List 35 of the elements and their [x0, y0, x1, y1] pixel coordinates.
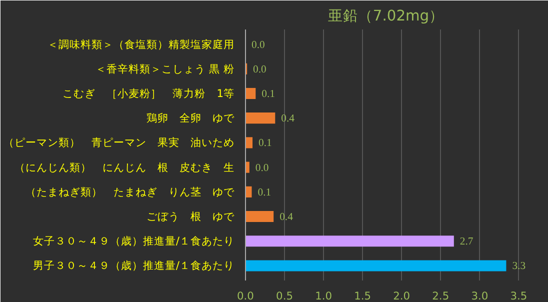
x-tick-label: 1.5 [354, 290, 372, 302]
x-tick-label: 2.5 [432, 290, 450, 302]
y-tick-label: 男子３０～４９（歳）推進量/１食あたり [32, 259, 235, 272]
x-tick-label: 3.0 [471, 290, 488, 302]
y-tick-label: （ピーマン類） 青ピーマン 果実 油いため [4, 136, 234, 150]
x-tick-label: 2.0 [393, 290, 410, 302]
x-tick-label: 0.5 [276, 290, 294, 302]
bar [246, 210, 274, 222]
data-label: 2.7 [460, 236, 474, 248]
data-label: 0.0 [255, 162, 269, 174]
y-tick-label: ＜調味料類＞（食塩類）精製塩家庭用 [48, 38, 234, 51]
data-label: 0.1 [258, 187, 272, 198]
y-tick-label: （たまねぎ類） たまねぎ りん茎 ゆで [26, 185, 236, 198]
bar [246, 137, 253, 148]
bar [246, 112, 276, 124]
y-tick-label: ごぼう 根 ゆで [146, 210, 236, 224]
bar [246, 236, 454, 247]
data-label: 0.4 [281, 114, 296, 125]
data-label: 3.3 [512, 261, 526, 272]
x-tick-label: 3.5 [510, 290, 528, 302]
y-tick-label: 女子３０～４９（歳）推進量/１食あたり [32, 234, 235, 248]
y-tick-label: ＜香辛料類＞こしょう 黒 粉 [96, 62, 235, 76]
data-label: 0.0 [252, 40, 265, 51]
y-tick-label: （にんじん類） にんじん 根 皮むき 生 [14, 160, 234, 174]
chart-title: 亜鉛（7.02mg） [328, 8, 444, 24]
bar [246, 260, 506, 272]
x-tick-label: 1.0 [315, 290, 332, 302]
y-tick-label: 鶏卵 全卵 ゆで [146, 112, 236, 125]
y-tick-label: こむぎ ［小麦粉］ 薄力粉 1等 [62, 86, 234, 100]
data-label: 0.4 [280, 212, 294, 224]
data-label: 0.0 [253, 64, 266, 76]
bar [246, 88, 256, 100]
x-tick-label: 0.0 [237, 290, 254, 302]
data-label: 0.1 [258, 138, 272, 150]
data-label: 0.1 [262, 88, 275, 100]
